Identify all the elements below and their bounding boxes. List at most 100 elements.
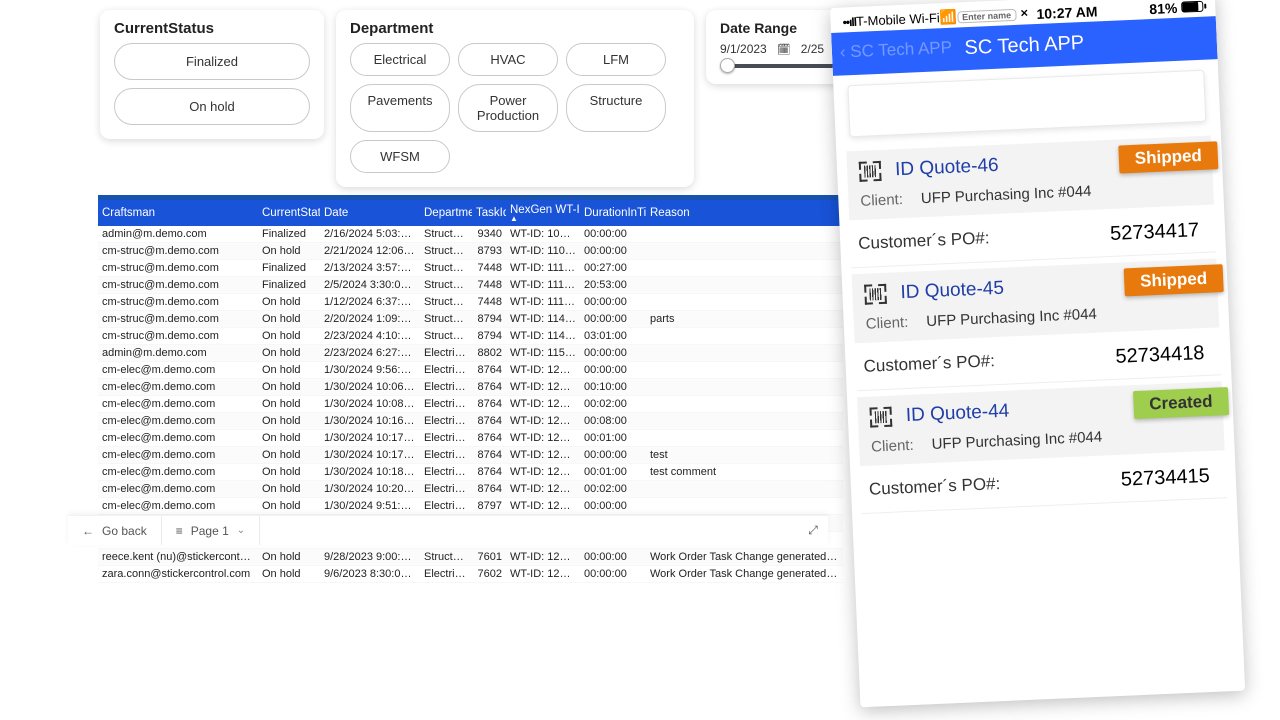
close-icon: ✕ (1020, 8, 1029, 19)
table-row[interactable]: cm-elec@m.demo.comOn hold1/30/2024 10:18… (98, 464, 843, 481)
cell: 8764 (472, 464, 506, 481)
cell: On hold (258, 549, 320, 566)
cell: 1/30/2024 10:06:47 PM (320, 379, 420, 396)
cell: WT-ID: 12057334 (506, 447, 580, 464)
table-row[interactable]: admin@m.demo.comFinalized2/16/2024 5:03:… (98, 226, 843, 243)
cell: Electrical (420, 413, 472, 430)
cell: 7448 (472, 260, 506, 277)
status-badge: Shipped (1118, 141, 1218, 173)
barcode-icon (869, 407, 892, 428)
dept-pill-wfsm[interactable]: WFSM (350, 140, 450, 173)
po-value: 52734417 (1110, 219, 1200, 246)
cell: WT-ID: 12057334 (506, 379, 580, 396)
cell: zara.conn@stickercontrol.com (98, 566, 258, 583)
po-label: Customer´s PO#: (863, 351, 995, 380)
dept-pill-lfm[interactable]: LFM (566, 43, 666, 76)
col-currentstatus[interactable]: CurrentStatus (258, 200, 320, 226)
table-row[interactable]: cm-struc@m.demo.comOn hold1/12/2024 6:37… (98, 294, 843, 311)
go-back-button[interactable]: ← Go back (68, 516, 162, 545)
signal-icon: ••ıll (842, 14, 856, 29)
cell: 8764 (472, 447, 506, 464)
cell: WT-ID: 11154898 (506, 260, 580, 277)
cell: On hold (258, 311, 320, 328)
date-to[interactable]: 2/25 (801, 42, 824, 56)
cell: 1/12/2024 6:37:52 PM (320, 294, 420, 311)
table-row[interactable]: cm-elec@m.demo.comOn hold1/30/2024 10:16… (98, 413, 843, 430)
status-pill-on-hold[interactable]: On hold (114, 88, 310, 125)
cell: WT-ID: 12057334 (506, 396, 580, 413)
table-row[interactable]: cm-struc@m.demo.comFinalized2/5/2024 3:3… (98, 277, 843, 294)
cell: 1/30/2024 9:51:44 PM (320, 498, 420, 515)
table-row[interactable]: cm-struc@m.demo.comOn hold2/21/2024 12:0… (98, 243, 843, 260)
table-row[interactable]: cm-elec@m.demo.comOn hold1/30/2024 9:56:… (98, 362, 843, 379)
cell: 7448 (472, 294, 506, 311)
cell: 1/30/2024 10:17:20 PM (320, 430, 420, 447)
status-title: CurrentStatus (114, 20, 310, 37)
table-row[interactable]: cm-elec@m.demo.comOn hold1/30/2024 10:08… (98, 396, 843, 413)
quote-card[interactable]: ID Quote-45ShippedClient:UFP Purchasing … (852, 258, 1222, 391)
cell: 00:01:00 (580, 430, 646, 447)
cell: 2/20/2024 1:09:33 PM (320, 311, 420, 328)
expand-button[interactable]: ⤢ (798, 523, 828, 538)
table-row[interactable]: cm-struc@m.demo.comOn hold2/20/2024 1:09… (98, 311, 843, 328)
col-reason[interactable]: Reason (646, 200, 843, 226)
cell: cm-struc@m.demo.com (98, 260, 258, 277)
cell: 8794 (472, 311, 506, 328)
dept-pill-pavements[interactable]: Pavements (350, 84, 450, 132)
cell: On hold (258, 481, 320, 498)
cell: parts (646, 311, 843, 328)
dept-pill-electrical[interactable]: Electrical (350, 43, 450, 76)
col-durationintime[interactable]: DurationInTime (580, 200, 646, 226)
table-row[interactable]: cm-struc@m.demo.comFinalized2/13/2024 3:… (98, 260, 843, 277)
dept-pill-hvac[interactable]: HVAC (458, 43, 558, 76)
cell: reece.kent (nu)@stickercontrol.com (98, 549, 258, 566)
col-nexgen wt-id[interactable]: NexGen WT-ID▲ (506, 200, 580, 226)
cell (646, 498, 843, 515)
status-pill-finalized[interactable]: Finalized (114, 43, 310, 80)
table-row[interactable]: admin@m.demo.comOn hold2/23/2024 6:27:09… (98, 345, 843, 362)
quote-id: ID Quote-45 (900, 278, 1004, 304)
quote-card[interactable]: ID Quote-46ShippedClient:UFP Purchasing … (846, 136, 1216, 269)
col-taskid[interactable]: TaskId (472, 200, 506, 226)
cal-icon[interactable]: 🗓 (777, 43, 791, 56)
cell (646, 430, 843, 447)
cell: On hold (258, 464, 320, 481)
cell: cm-struc@m.demo.com (98, 311, 258, 328)
cell: cm-elec@m.demo.com (98, 396, 258, 413)
cell: 2/21/2024 12:06:34 PM (320, 243, 420, 260)
po-label: Customer´s PO#: (869, 474, 1001, 503)
table-row[interactable]: cm-elec@m.demo.comOn hold1/30/2024 10:17… (98, 447, 843, 464)
cell: 00:00:00 (580, 226, 646, 243)
col-craftsman[interactable]: Craftsman (98, 200, 258, 226)
table-row[interactable]: cm-elec@m.demo.comOn hold1/30/2024 9:51:… (98, 498, 843, 515)
col-date[interactable]: Date (320, 200, 420, 226)
po-value: 52734418 (1115, 342, 1205, 369)
table-row[interactable]: cm-elec@m.demo.comOn hold1/30/2024 10:06… (98, 379, 843, 396)
table-row[interactable]: cm-elec@m.demo.comOn hold1/30/2024 10:20… (98, 481, 843, 498)
quote-card[interactable]: ID Quote-44CreatedClient:UFP Purchasing … (857, 381, 1227, 514)
col-department[interactable]: Department (420, 200, 472, 226)
table-row[interactable]: cm-struc@m.demo.comOn hold2/23/2024 4:10… (98, 328, 843, 345)
table-row[interactable]: reece.kent (nu)@stickercontrol.comOn hol… (98, 549, 843, 566)
cell: 00:02:00 (580, 396, 646, 413)
cell: cm-struc@m.demo.com (98, 277, 258, 294)
search-box[interactable] (847, 70, 1206, 138)
dept-pill-power-production[interactable]: Power Production (458, 84, 558, 132)
cell: Electrical (420, 447, 472, 464)
cell: cm-elec@m.demo.com (98, 498, 258, 515)
table-row[interactable]: zara.conn@stickercontrol.comOn hold9/6/2… (98, 566, 843, 583)
date-slider-thumb[interactable] (720, 58, 735, 73)
barcode-icon (864, 284, 887, 305)
wifi-icon: 📶 (939, 8, 957, 26)
cell: 2/23/2024 6:27:09 PM (320, 345, 420, 362)
date-from[interactable]: 9/1/2023 (720, 42, 767, 56)
cell: cm-elec@m.demo.com (98, 362, 258, 379)
dept-filter-card: Department ElectricalHVACLFMPavementsPow… (336, 10, 694, 187)
page-menu[interactable]: ≡ Page 1 ⌄ (162, 516, 260, 545)
dept-pill-structure[interactable]: Structure (566, 84, 666, 132)
cell (646, 345, 843, 362)
cell: Finalized (258, 277, 320, 294)
cell: Structure (420, 328, 472, 345)
barcode-icon (859, 161, 882, 182)
table-row[interactable]: cm-elec@m.demo.comOn hold1/30/2024 10:17… (98, 430, 843, 447)
